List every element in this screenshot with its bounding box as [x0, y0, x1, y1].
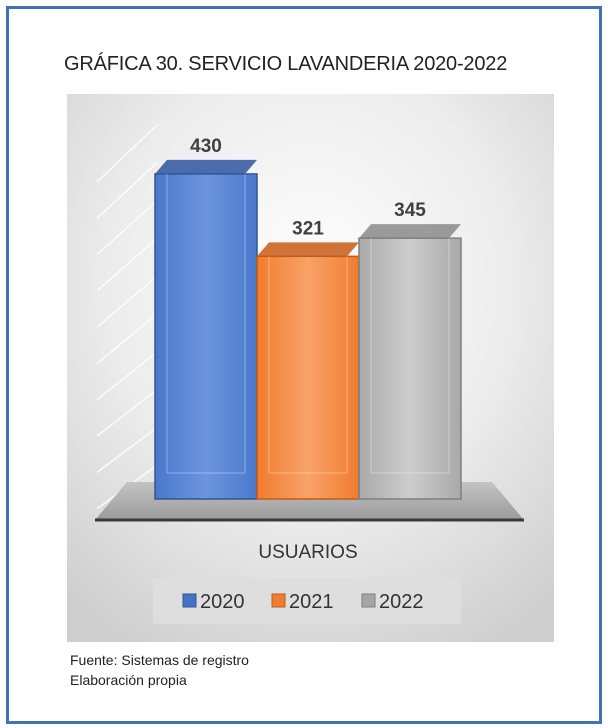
legend-box — [153, 578, 461, 624]
chart-title: GRÁFICA 30. SERVICIO LAVANDERIA 2020-202… — [64, 53, 508, 75]
bar-front-face — [154, 173, 258, 500]
legend-item-2021: 2021 — [271, 591, 334, 613]
grid-line — [96, 389, 158, 437]
source-note: Fuente: Sistemas de registro Elaboración… — [70, 650, 249, 690]
grid-line — [96, 162, 158, 219]
bar-top-face — [257, 242, 359, 257]
legend-item-2022: 2022 — [361, 591, 424, 613]
figure-frame: GRÁFICA 30. SERVICIO LAVANDERIA 2020-202… — [6, 6, 602, 724]
grid-line — [96, 200, 158, 256]
legend-swatch — [271, 593, 286, 608]
category-label: USUARIOS — [258, 542, 357, 563]
legend-label: 2021 — [289, 591, 334, 613]
legend-label: 2022 — [379, 591, 424, 613]
legend: 2020 2021 2022 — [182, 591, 424, 613]
bar-front-face — [256, 255, 360, 500]
bar-2021 — [256, 242, 360, 500]
author-line: Elaboración propia — [70, 672, 187, 688]
bar-2022 — [358, 224, 462, 500]
legend-label: 2020 — [200, 591, 245, 613]
grid-line — [96, 124, 158, 183]
legend-swatch — [182, 593, 197, 608]
bar-2020 — [154, 159, 258, 500]
data-labels: 430 321 345 — [190, 136, 426, 239]
legend-swatch — [361, 593, 376, 608]
bars — [154, 159, 462, 500]
source-line: Fuente: Sistemas de registro — [70, 652, 249, 668]
grid-line — [96, 351, 158, 401]
chart-area: 430 321 345 USUARIOS 2020 2021 2022 — [67, 94, 554, 642]
grid-line — [96, 426, 158, 473]
data-label-2020: 430 — [190, 136, 222, 157]
data-label-2022: 345 — [394, 200, 426, 221]
bar-chart: 430 321 345 USUARIOS 2020 2021 2022 — [67, 94, 554, 642]
bar-front-face — [358, 237, 462, 500]
grid-line — [96, 237, 158, 292]
bar-top-face — [359, 224, 461, 239]
legend-item-2020: 2020 — [182, 591, 245, 613]
grid-line — [96, 313, 158, 365]
grid-line — [96, 275, 158, 328]
bar-top-face — [155, 159, 257, 174]
data-label-2021: 321 — [292, 218, 324, 239]
